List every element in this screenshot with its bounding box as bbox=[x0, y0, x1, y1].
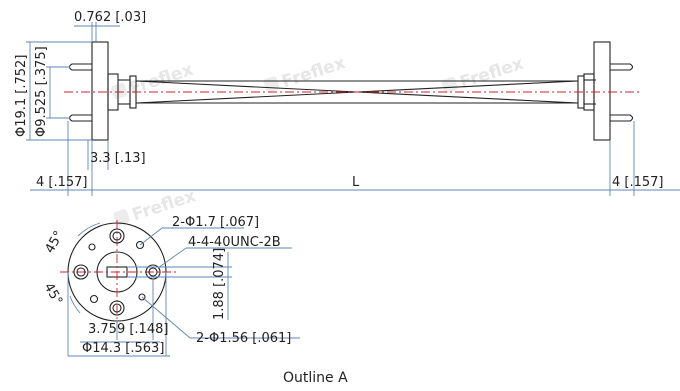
dim-length: L bbox=[352, 175, 360, 190]
dim-small-holes: 2-Φ1.56 [.061] bbox=[196, 331, 291, 346]
left-pins bbox=[68, 63, 92, 122]
dim-flange-diameter: Φ19.1 [.752] bbox=[14, 55, 29, 137]
dim-pin-circle: Φ9.525 [.375] bbox=[34, 46, 49, 137]
dim-height: 1.88 [.074] bbox=[212, 248, 227, 320]
angle-top: 45° bbox=[42, 229, 67, 256]
drawing-caption: Outline A bbox=[283, 370, 348, 386]
end-view: 45° 45° 2-Φ1.7 [.067] 4-4-40UNC-2B 1.88 … bbox=[41, 215, 300, 357]
dim-offset: 3.759 [.148] bbox=[88, 322, 168, 337]
end-dimension-lines bbox=[67, 227, 300, 357]
side-dimension-lines bbox=[26, 22, 680, 196]
dim-flange-thickness: 0.762 [.03] bbox=[74, 10, 146, 25]
angle-bottom: 45° bbox=[41, 281, 66, 308]
dim-right-pin: 4 [.157] bbox=[612, 175, 664, 190]
dim-circle: Φ14.3 [.563] bbox=[82, 341, 164, 356]
dim-left-pin: 4 [.157] bbox=[36, 175, 88, 190]
right-flange bbox=[577, 41, 611, 141]
watermark-text: Freflex bbox=[458, 54, 527, 93]
watermark-text: Freflex bbox=[279, 53, 348, 92]
right-pins bbox=[610, 63, 634, 122]
dim-step: 3.3 [.13] bbox=[90, 151, 146, 166]
alignment-holes bbox=[88, 240, 146, 304]
dim-alignment-holes: 2-Φ1.7 [.067] bbox=[172, 215, 259, 230]
threaded-holes bbox=[73, 228, 161, 316]
twist-body bbox=[135, 80, 579, 104]
dim-thread: 4-4-40UNC-2B bbox=[188, 235, 281, 250]
watermark-group: Freflex Freflex Freflex Freflex bbox=[111, 53, 527, 226]
side-view: 0.762 [.03] Φ19.1 [.752] Φ9.525 [.375] 3… bbox=[14, 10, 680, 196]
watermark-text: Freflex bbox=[127, 60, 196, 99]
